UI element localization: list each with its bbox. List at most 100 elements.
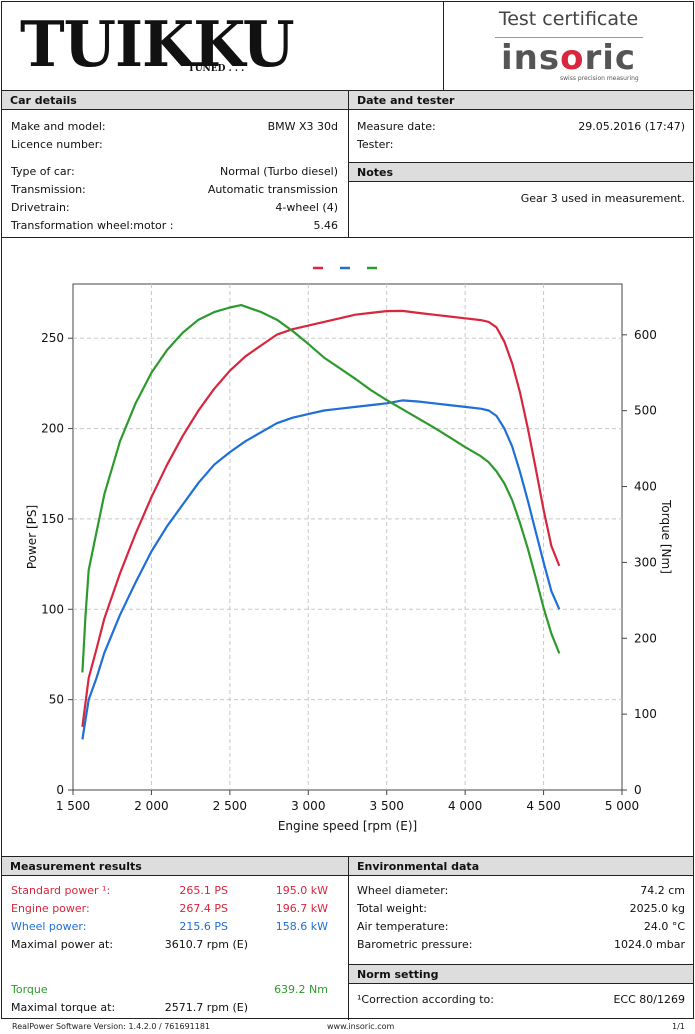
measure-date-row: Measure date: 29.05.2016 (17:47) (357, 120, 685, 136)
x-tick-label: 4 500 (526, 799, 560, 813)
y2-axis-label: Torque [Nm] (659, 499, 673, 574)
standard-power-ps: 265.1 PS (179, 884, 228, 897)
ratio-row: Transformation wheel:motor : 5.46 (11, 219, 338, 235)
chart-ticks: 1 500 2 000 2 500 3 000 3 500 4 000 4 500 5 000… (41, 328, 657, 813)
y-tick-label: 150 (41, 512, 64, 526)
plot-area (72, 283, 623, 791)
correction-value: ECC 80/1269 (613, 993, 685, 1006)
make-row: Make and model: BMW X3 30d (11, 120, 338, 136)
y2-tick-label: 0 (634, 783, 642, 797)
make-value: BMW X3 30d (267, 120, 338, 133)
baro-value: 1024.0 mbar (614, 938, 685, 951)
x-tick-label: 1 500 (56, 799, 90, 813)
title-divider (495, 37, 643, 38)
ratio-value: 5.46 (313, 219, 339, 232)
wheel-power-label: Wheel power: (11, 920, 87, 933)
x-tick-label: 3 000 (291, 799, 325, 813)
tuner-logo-subtext: TUNED . . . (188, 64, 245, 74)
series-line-1 (81, 399, 561, 740)
torque-row: Torque 639.2 Nm (11, 983, 328, 999)
x-tick-label: 2 000 (134, 799, 168, 813)
tester-label: Tester: (357, 138, 394, 151)
y2-tick-label: 400 (634, 480, 657, 494)
measure-date-value: 29.05.2016 (17:47) (578, 120, 685, 133)
transmission-value: Automatic transmission (207, 183, 338, 196)
notes-row: Gear 3 used in measurement. (357, 192, 685, 208)
baro-label: Barometric pressure: (357, 938, 473, 951)
correction-row: ¹Correction according to: ECC 80/1269 (357, 993, 685, 1009)
x-tick-label: 2 500 (213, 799, 247, 813)
y-tick-label: 0 (56, 783, 64, 797)
standard-power-kw: 195.0 kW (275, 884, 328, 897)
wheel-power-ps: 215.6 PS (179, 920, 228, 933)
total-weight-label: Total weight: (357, 902, 427, 915)
air-temp-row: Air temperature: 24.0 °C (357, 920, 685, 936)
header: TUIKKU TUNED . . . Test certificate inso… (2, 2, 693, 91)
wheel-power-kw: 158.6 kW (275, 920, 328, 933)
y2-tick-label: 200 (634, 631, 657, 645)
certificate-title: Test certificate (498, 8, 639, 30)
measure-date-label: Measure date: (357, 120, 436, 133)
y-tick-label: 50 (49, 693, 64, 707)
engine-power-ps: 267.4 PS (179, 902, 228, 915)
car-details-header: Car details (2, 91, 348, 110)
torque-value: 639.2 Nm (274, 983, 328, 996)
drivetrain-value: 4-wheel (4) (275, 201, 338, 214)
chart-svg: 1 500 2 000 2 500 3 000 3 500 4 000 4 500 5 000… (25, 266, 673, 833)
wheel-diameter-label: Wheel diameter: (357, 884, 449, 897)
tuner-logo-text: TUIKKU (20, 8, 295, 82)
chart-series (81, 303, 561, 740)
divider (2, 237, 693, 238)
date-tester-header: Date and tester (349, 91, 693, 110)
x-tick-label: 4 000 (448, 799, 482, 813)
divider (348, 857, 349, 1020)
ratio-label: Transformation wheel:motor : (11, 219, 174, 232)
max-power-label: Maximal power at: (11, 938, 114, 951)
footer-software: RealPower Software Version: 1.4.2.0 / 76… (12, 1022, 211, 1031)
max-power-value: 3610.7 rpm (E) (164, 938, 248, 951)
wheel-diameter-row: Wheel diameter: 74.2 cm (357, 884, 685, 900)
brand-tagline: swiss precision measuring (560, 75, 639, 82)
baro-row: Barometric pressure: 1024.0 mbar (357, 938, 685, 954)
make-label: Make and model: (11, 120, 106, 133)
brand-part-2: ric (584, 38, 637, 78)
series-line-2 (81, 303, 561, 673)
y-tick-label: 100 (41, 602, 64, 616)
insoric-logo: insoric (444, 38, 693, 78)
max-torque-value: 2571.7 rpm (E) (164, 1001, 248, 1014)
chart-grid (73, 284, 622, 790)
total-weight-row: Total weight: 2025.0 kg (357, 902, 685, 918)
divider (349, 162, 693, 163)
y-tick-label: 200 (41, 422, 64, 436)
y2-tick-label: 600 (634, 328, 657, 342)
tester-row: Tester: (357, 138, 685, 154)
divider (2, 856, 693, 857)
y2-tick-label: 300 (634, 555, 657, 569)
x-tick-label: 3 500 (370, 799, 404, 813)
correction-label: ¹Correction according to: (357, 993, 494, 1006)
footer-website: www.insoric.com (327, 1022, 395, 1031)
type-row: Type of car: Normal (Turbo diesel) (11, 165, 338, 181)
type-value: Normal (Turbo diesel) (220, 165, 338, 178)
series-line-0 (81, 309, 561, 727)
engine-power-kw: 196.7 kW (275, 902, 328, 915)
max-torque-row: Maximal torque at: 2571.7 rpm (E) (11, 1001, 328, 1017)
footer-page: 1/1 (672, 1022, 685, 1031)
wheel-diameter-value: 74.2 cm (640, 884, 685, 897)
environment-header: Environmental data (349, 857, 693, 876)
x-tick-label: 5 000 (605, 799, 639, 813)
max-torque-label: Maximal torque at: (11, 1001, 116, 1014)
notes-text: Gear 3 used in measurement. (520, 192, 685, 205)
licence-label: Licence number: (11, 138, 103, 151)
total-weight-value: 2025.0 kg (629, 902, 685, 915)
drivetrain-row: Drivetrain: 4-wheel (4) (11, 201, 338, 217)
standard-power-label: Standard power ¹: (11, 884, 111, 897)
y-tick-label: 250 (41, 331, 64, 345)
divider (349, 964, 693, 965)
brand-part-1: ins (500, 38, 561, 78)
drivetrain-label: Drivetrain: (11, 201, 70, 214)
max-power-row: Maximal power at: 3610.7 rpm (E) (11, 938, 328, 954)
norm-header: Norm setting (349, 965, 693, 984)
engine-power-row: Engine power: 267.4 PS 196.7 kW (11, 902, 328, 918)
